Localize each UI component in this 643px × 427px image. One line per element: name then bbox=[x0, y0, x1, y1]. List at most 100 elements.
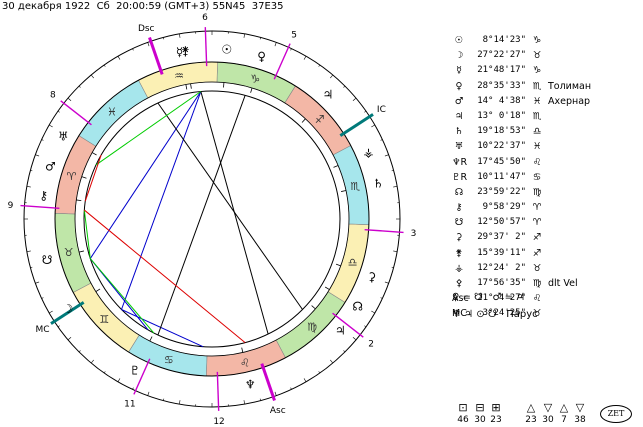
positions-table: ☉ 8°14'23" ♑ ☽ 27°22'27" ♉ ☿ 21°48'17" ♑ ♀ 28°35'3… bbox=[452, 33, 642, 322]
stat-symbol: △ bbox=[559, 401, 569, 414]
planet-glyph: ♄ bbox=[373, 177, 384, 191]
house-label-dsc: Dsc bbox=[138, 24, 155, 34]
aspect-formula-2: ♆ ♃ ⊙ ☋ Парус bbox=[452, 309, 538, 320]
planet-tick bbox=[311, 305, 316, 310]
body-degree: 28°35'33" bbox=[477, 80, 526, 91]
degree-tick bbox=[303, 378, 307, 382]
degree-tick bbox=[117, 56, 121, 60]
zodiac-inner-circle bbox=[74, 81, 350, 357]
stat-item: △ 23 bbox=[520, 402, 542, 426]
degree-tick bbox=[179, 400, 181, 405]
degree-tick bbox=[274, 42, 277, 47]
body-sign-glyph: ♏ bbox=[532, 80, 542, 92]
aspect-line bbox=[157, 95, 246, 336]
body-glyph: ♃ bbox=[454, 110, 464, 122]
degree-tick bbox=[41, 297, 44, 299]
planet-glyph: ♆ bbox=[245, 378, 256, 392]
position-row: ☊ 23°59'22" ♍ bbox=[452, 185, 642, 200]
degree-tick bbox=[371, 310, 375, 314]
body-sign-glyph: ♓ bbox=[532, 95, 542, 107]
house-label-asc: Asc bbox=[270, 406, 286, 416]
body-sign-glyph: ♌ bbox=[532, 293, 542, 305]
body-degree: 17°56'35" bbox=[477, 278, 526, 288]
planet-tick bbox=[241, 347, 244, 353]
body-glyph: ⚵ bbox=[455, 247, 463, 259]
degree-tick bbox=[380, 297, 383, 299]
planet-glyph: ⚶ bbox=[363, 146, 373, 160]
degree-tick bbox=[163, 37, 165, 40]
body-glyph: ⚴ bbox=[455, 278, 463, 289]
planet-tick bbox=[335, 263, 341, 267]
position-row: ♇R 10°11'47" ♋ bbox=[452, 170, 642, 185]
degree-tick bbox=[35, 154, 40, 157]
degree-tick bbox=[78, 85, 81, 88]
body-degree: 10°11'47" bbox=[477, 171, 526, 182]
stat-item: △ 7 bbox=[553, 402, 575, 426]
position-row: MC 3°24'25" ♉ bbox=[452, 306, 642, 321]
body-sign-glyph: ♋ bbox=[532, 171, 542, 183]
position-row: ♄ 19°18'53" ♎ bbox=[452, 124, 642, 139]
degree-tick bbox=[103, 64, 106, 67]
house-label-3: 3 bbox=[411, 229, 417, 239]
house-label-6: 6 bbox=[202, 13, 208, 23]
stat-item: ▽ 30 bbox=[537, 402, 559, 426]
degree-tick bbox=[49, 310, 53, 314]
planet-glyph: ⚷ bbox=[39, 188, 48, 202]
planet-glyph: ♅ bbox=[58, 130, 69, 144]
position-row: ⚳ 29°37' 2" ♐ bbox=[452, 230, 642, 245]
planet-tick bbox=[78, 250, 85, 253]
natal-wheel[interactable]: ♈ ♉ ♊ ♋ ♌ ♍ ♎ ♏ ♐ ♑ ♒ ♓ Asc 2 3 IC 5 6 Dsc 8 9 MC 11 12 ☉ ♀ ♂ ♃ ♄ ♅ ♆ ♇… bbox=[0, 0, 445, 427]
body-degree: 8°14'23" bbox=[482, 35, 526, 45]
body-sign-glyph: ♐ bbox=[532, 232, 542, 244]
degree-tick bbox=[343, 85, 346, 88]
degree-tick bbox=[147, 42, 150, 47]
planet-tick bbox=[250, 87, 253, 93]
planet-glyph: ☋ bbox=[42, 253, 53, 267]
planet-glyph: ♃ bbox=[323, 88, 334, 102]
stat-value: 23 bbox=[490, 415, 502, 425]
body-sign-glyph: ♓ bbox=[532, 141, 542, 153]
house-label-2: 2 bbox=[368, 339, 374, 349]
body-degree: 12°24' 2" bbox=[477, 262, 526, 273]
aspect-line bbox=[157, 102, 303, 310]
planet-tick bbox=[95, 288, 101, 292]
body-glyph: Asc bbox=[452, 293, 469, 305]
planet-glyph: ☽ bbox=[62, 302, 73, 316]
body-glyph: ☊ bbox=[454, 186, 464, 198]
body-sign-glyph: ♉ bbox=[532, 50, 542, 62]
body-glyph: ☿ bbox=[456, 65, 462, 77]
position-row: ♀ 28°35'33" ♏ Толиман bbox=[452, 79, 642, 94]
body-degree: 23°59'22" bbox=[477, 186, 526, 197]
stat-symbol: ⊞ bbox=[491, 401, 501, 414]
degree-tick bbox=[67, 97, 72, 101]
zet-logo[interactable]: ZET bbox=[600, 405, 632, 423]
degree-tick bbox=[352, 97, 357, 101]
body-degree: 13° 0'18" bbox=[477, 110, 526, 121]
position-row: ⚶ 12°24' 2" ♉ bbox=[452, 261, 642, 276]
zodiac-outer-circle bbox=[54, 61, 370, 377]
planet-tick bbox=[76, 199, 82, 202]
degree-tick bbox=[57, 325, 60, 328]
body-sign-glyph: ♍ bbox=[532, 186, 542, 198]
fixed-star-name: dlt Vel bbox=[548, 278, 578, 289]
planet-tick bbox=[333, 165, 339, 168]
degree-tick bbox=[30, 266, 33, 268]
stat-item: ⊟ 30 bbox=[469, 402, 491, 426]
inner-circle bbox=[83, 90, 341, 348]
body-sign-glyph: ♑ bbox=[532, 35, 542, 46]
degree-tick bbox=[303, 56, 307, 60]
degree-tick bbox=[318, 371, 321, 374]
degree-tick bbox=[259, 398, 261, 401]
degree-tick bbox=[318, 64, 321, 67]
degree-tick bbox=[117, 378, 121, 382]
stat-value: 7 bbox=[561, 415, 567, 425]
degree-tick bbox=[49, 124, 53, 128]
planet-glyph: ⚳ bbox=[367, 270, 376, 284]
body-sign-glyph: ♈ bbox=[532, 217, 542, 229]
stat-item: ⊡ 46 bbox=[452, 402, 474, 426]
stat-symbol: △ bbox=[526, 401, 536, 414]
planet-tick bbox=[149, 336, 153, 342]
body-glyph: ⚳ bbox=[455, 232, 463, 244]
house-cusp-12 bbox=[216, 371, 220, 411]
degree-tick bbox=[90, 359, 94, 364]
